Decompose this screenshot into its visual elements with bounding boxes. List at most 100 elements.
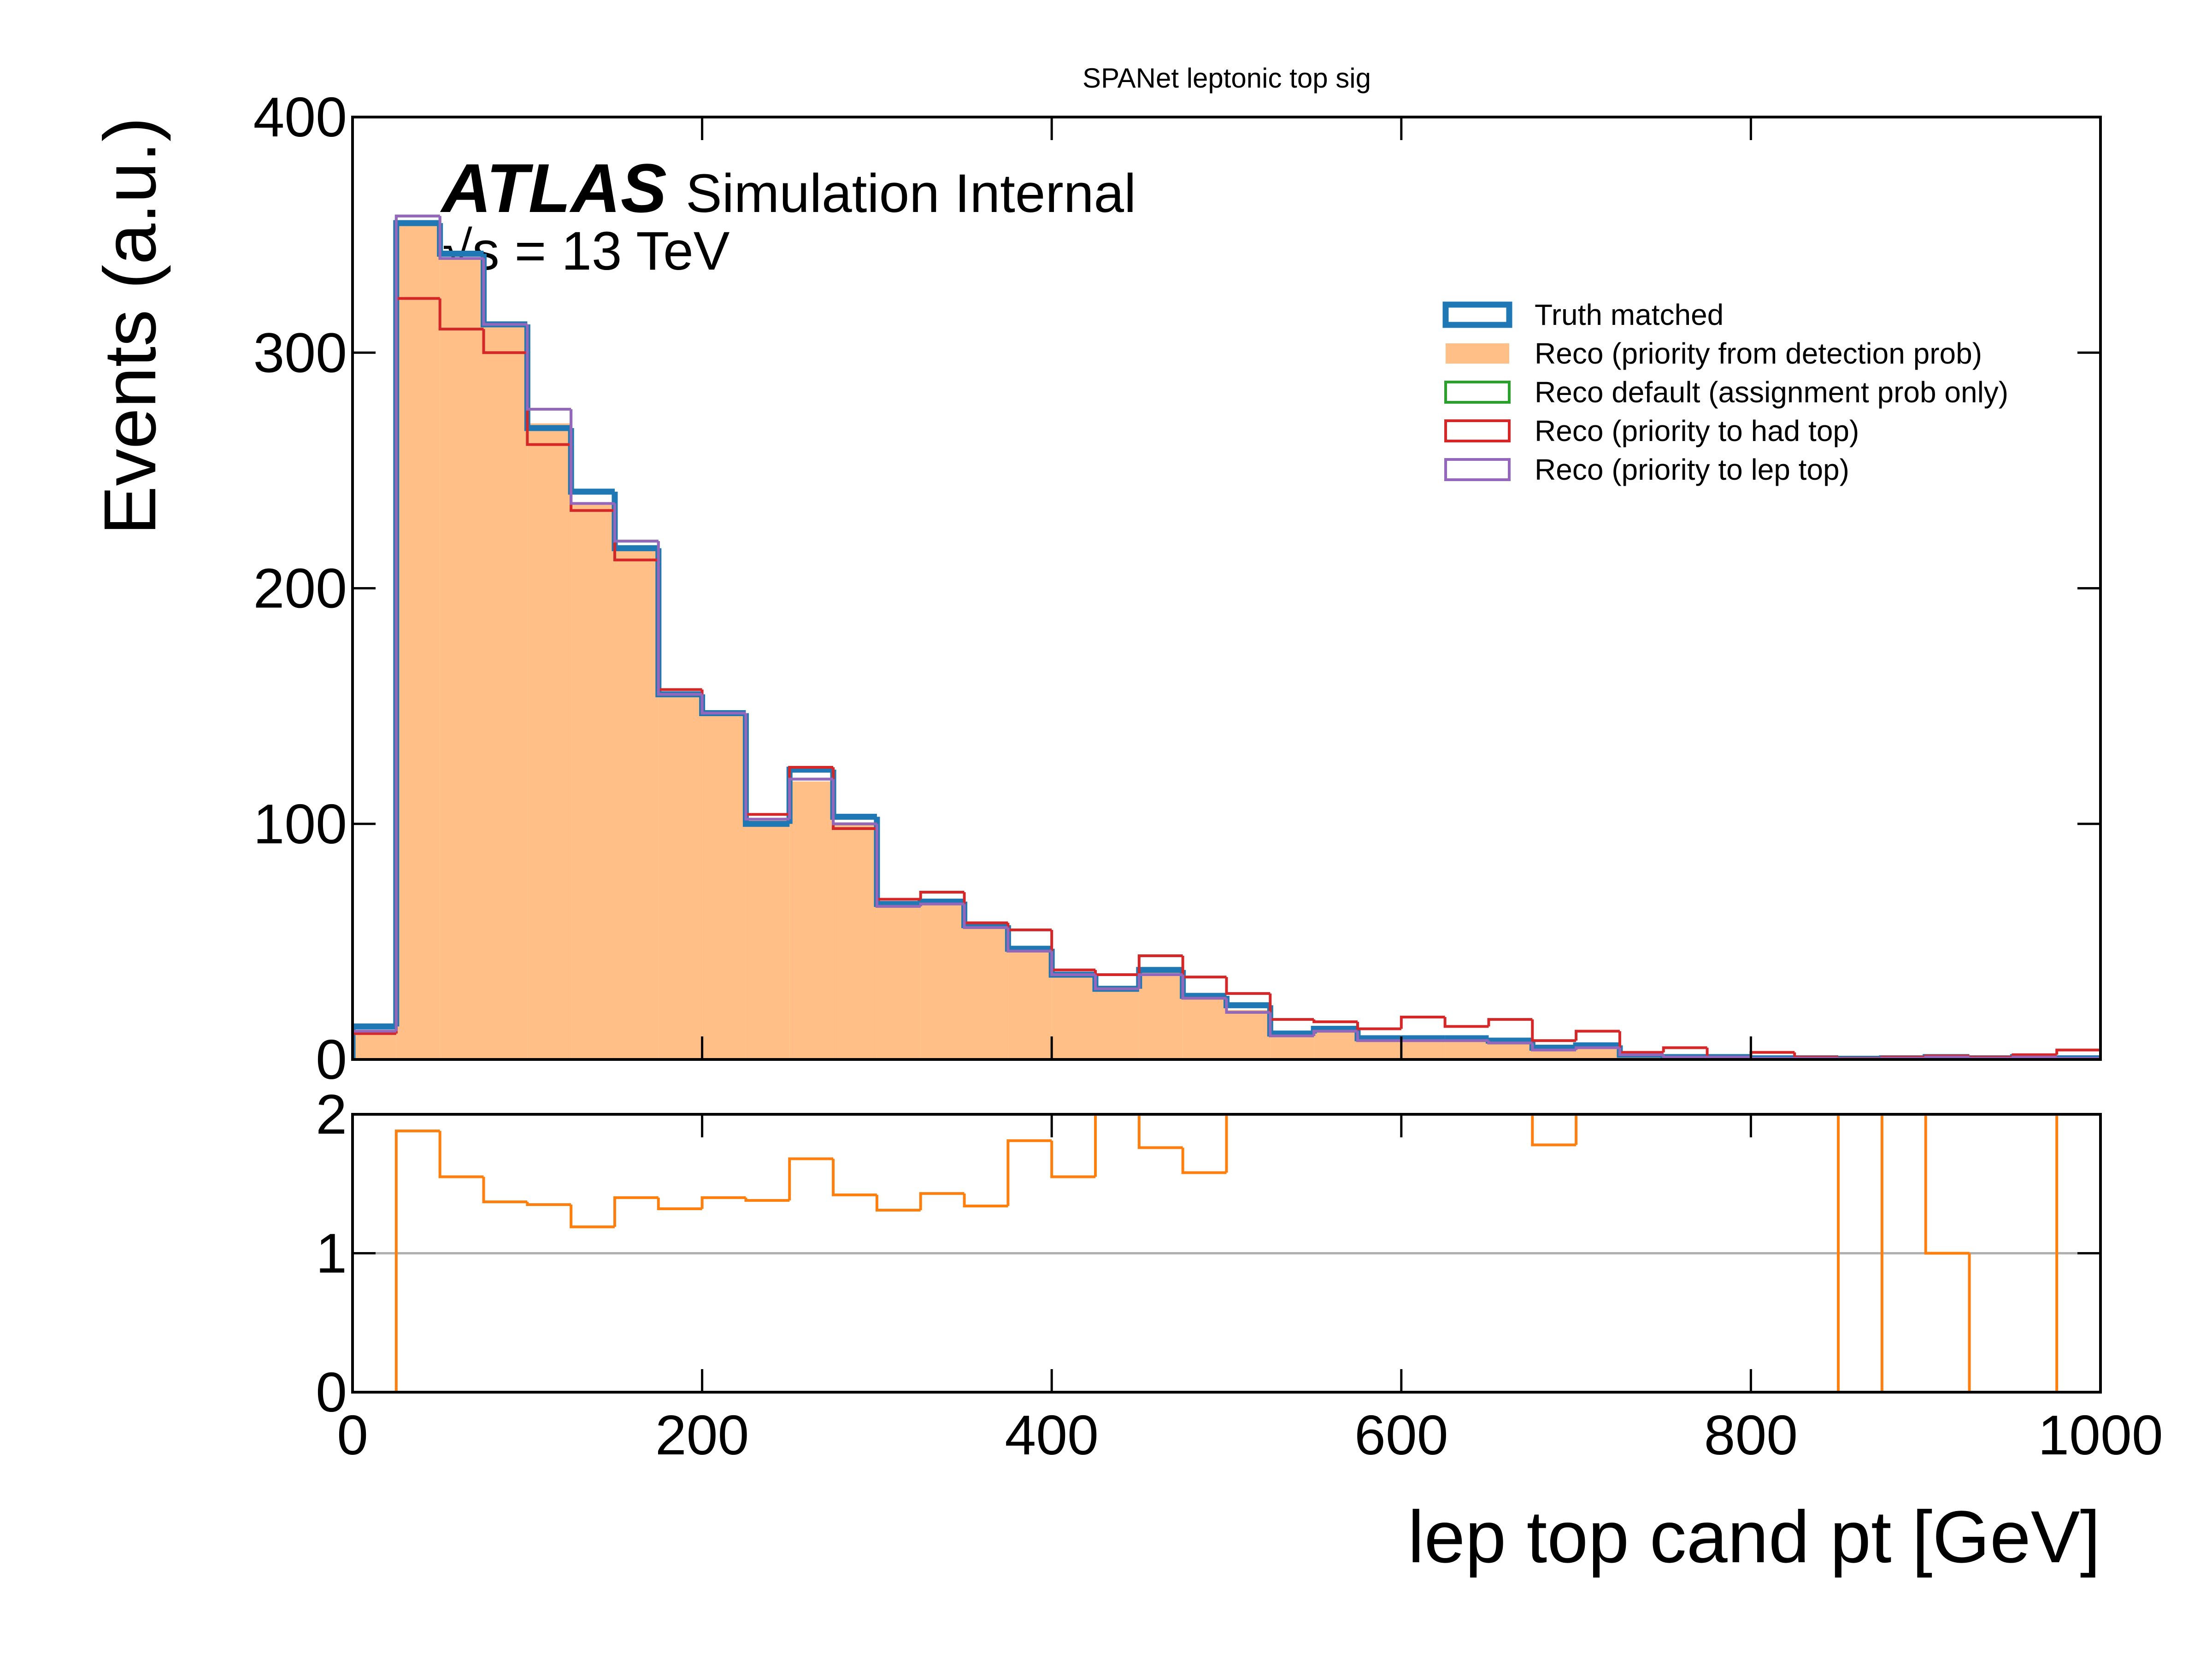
histogram-bar xyxy=(1488,1043,1533,1059)
histogram-step xyxy=(1968,1253,2013,1392)
y-tick-label: 0 xyxy=(316,1361,347,1424)
histogram-step xyxy=(744,713,790,816)
histogram-bar xyxy=(746,819,790,1059)
histogram-step xyxy=(744,1197,790,1202)
histogram-step xyxy=(1837,1114,1882,1392)
histogram-step xyxy=(1662,1054,1707,1059)
histogram-step xyxy=(1487,1041,1533,1045)
histogram-step xyxy=(612,491,659,552)
histogram-step xyxy=(353,1032,396,1059)
histogram-bar xyxy=(964,927,1008,1059)
histogram-step xyxy=(1575,1046,1620,1050)
histogram-step xyxy=(1225,1114,1228,1173)
histogram-bar xyxy=(658,694,702,1059)
atlas-label: ATLAS xyxy=(440,149,667,227)
legend-swatch xyxy=(1442,301,1512,328)
histogram-step xyxy=(744,713,790,821)
histogram-step xyxy=(655,548,702,698)
histogram-bar xyxy=(1052,974,1096,1059)
histogram-bar xyxy=(833,824,877,1059)
legend-label: Reco (priority to had top) xyxy=(1535,414,1859,447)
histogram-step xyxy=(1356,1031,1401,1042)
histogram-step xyxy=(526,324,571,411)
histogram-step xyxy=(1225,977,1271,995)
histogram-step xyxy=(1531,1019,1577,1042)
histogram-bar xyxy=(1270,1033,1314,1059)
histogram-step xyxy=(919,902,965,906)
histogram-step xyxy=(482,329,528,354)
histogram-step xyxy=(1006,927,1052,953)
histogram-step xyxy=(1312,1019,1358,1024)
histogram-step xyxy=(394,1130,440,1392)
x-tick-label: 200 xyxy=(655,1404,749,1466)
histogram-step xyxy=(963,904,1008,929)
histogram-step xyxy=(1793,1052,1839,1059)
histogram-step xyxy=(613,503,659,543)
y-tick-label: 1 xyxy=(316,1222,347,1285)
histogram-bar xyxy=(353,1031,396,1059)
histogram-bar xyxy=(789,781,834,1059)
x-tick-label: 600 xyxy=(1354,1404,1448,1466)
histogram-bar xyxy=(1314,1031,1358,1059)
histogram-step xyxy=(2055,1048,2100,1059)
histogram-step xyxy=(657,541,702,696)
histogram-step xyxy=(1137,973,1183,989)
histogram-step xyxy=(657,560,702,691)
legend-label: Reco default (assignment prob only) xyxy=(1535,376,2008,409)
plot-area xyxy=(353,214,2100,1059)
histogram-bar xyxy=(1008,951,1052,1059)
histogram-step xyxy=(699,694,746,716)
plot-area xyxy=(353,1114,2100,1392)
histogram-step xyxy=(1094,1114,1097,1177)
histogram-step xyxy=(830,770,877,820)
histogram-step xyxy=(875,1194,921,1212)
histogram-step xyxy=(1531,1114,1577,1147)
histogram-step xyxy=(1092,974,1139,992)
histogram-step xyxy=(1137,954,1183,975)
histogram-step xyxy=(613,1196,659,1227)
chart-title: SPANet leptonic top sig xyxy=(1082,63,1371,94)
histogram-bar xyxy=(614,546,659,1059)
histogram-bar xyxy=(877,906,921,1059)
histogram-step xyxy=(1356,1022,1401,1030)
histogram-step xyxy=(1137,1114,1183,1149)
histogram-step xyxy=(1485,1037,1533,1044)
y-tick-label: 300 xyxy=(253,321,347,384)
histogram-step xyxy=(1575,1030,1620,1041)
histogram-step xyxy=(1006,1139,1052,1206)
x-tick-label: 800 xyxy=(1704,1404,1798,1466)
legend-label: Reco (priority to lep top) xyxy=(1535,453,1849,486)
histogram-bar xyxy=(1226,1010,1271,1059)
histogram-step xyxy=(526,324,571,411)
histogram-step xyxy=(1924,1114,1970,1255)
histogram-bar xyxy=(920,904,965,1059)
histogram-step xyxy=(438,1131,484,1178)
y-tick-label: 0 xyxy=(316,1028,347,1091)
legend-swatch xyxy=(1444,381,1511,404)
legend-swatch xyxy=(1444,458,1511,481)
histogram-step xyxy=(1924,1055,1970,1059)
histogram-step xyxy=(657,1197,702,1211)
histogram-bar xyxy=(396,220,440,1059)
histogram-step xyxy=(832,1159,877,1196)
histogram-bar xyxy=(1576,1047,1620,1059)
histogram-step xyxy=(919,1192,965,1211)
energy-label: √s = 13 TeV xyxy=(442,221,730,282)
histogram-step xyxy=(438,216,484,260)
histogram-step xyxy=(875,824,921,908)
histogram-step xyxy=(1269,993,1314,1021)
histogram-step xyxy=(1180,970,1227,999)
histogram-step xyxy=(963,892,1008,924)
histogram-step xyxy=(1618,1047,1664,1056)
histogram-step xyxy=(1181,1147,1227,1174)
histogram-step xyxy=(1269,1012,1314,1037)
histogram-step xyxy=(394,214,440,1031)
x-axis-label: lep top cand pt [GeV] xyxy=(1408,1495,2100,1578)
y-tick-label: 100 xyxy=(253,793,347,855)
histogram-step xyxy=(438,298,484,331)
histogram-bar xyxy=(527,423,571,1059)
histogram-step xyxy=(1094,970,1139,976)
histogram-bar xyxy=(571,503,615,1059)
histogram-step xyxy=(1006,923,1052,931)
histogram-step xyxy=(1224,995,1271,1008)
